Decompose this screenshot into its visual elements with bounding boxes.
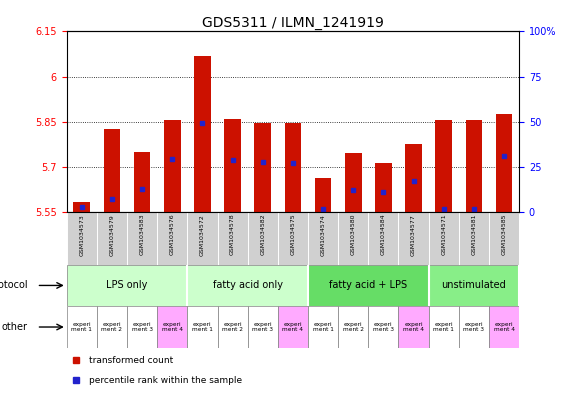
Bar: [375, 163, 392, 212]
Bar: [308, 306, 338, 348]
Text: fatty acid only: fatty acid only: [213, 281, 282, 290]
Bar: [315, 178, 331, 212]
Text: experi
ment 3: experi ment 3: [132, 321, 153, 332]
Bar: [308, 264, 429, 306]
Text: GSM1034581: GSM1034581: [472, 214, 476, 255]
Text: experi
ment 1: experi ment 1: [192, 321, 213, 332]
Bar: [429, 264, 519, 306]
Bar: [459, 306, 489, 348]
Text: experi
ment 4: experi ment 4: [494, 321, 514, 332]
Text: fatty acid + LPS: fatty acid + LPS: [329, 281, 407, 290]
Bar: [74, 202, 90, 212]
Bar: [338, 306, 368, 348]
Text: percentile rank within the sample: percentile rank within the sample: [89, 376, 242, 385]
Text: other: other: [2, 322, 27, 332]
Bar: [255, 123, 271, 212]
Text: experi
ment 4: experi ment 4: [282, 321, 303, 332]
Bar: [157, 306, 187, 348]
Text: experi
ment 2: experi ment 2: [102, 321, 122, 332]
Text: experi
ment 1: experi ment 1: [71, 321, 92, 332]
Text: GSM1034579: GSM1034579: [110, 214, 114, 255]
Text: GSM1034574: GSM1034574: [321, 214, 325, 255]
Text: GSM1034573: GSM1034573: [79, 214, 84, 255]
Bar: [224, 119, 241, 212]
Text: experi
ment 4: experi ment 4: [162, 321, 183, 332]
Bar: [67, 264, 187, 306]
Text: GSM1034572: GSM1034572: [200, 214, 205, 255]
Title: GDS5311 / ILMN_1241919: GDS5311 / ILMN_1241919: [202, 17, 384, 30]
Text: GSM1034585: GSM1034585: [502, 214, 506, 255]
Bar: [398, 306, 429, 348]
Bar: [368, 306, 398, 348]
Text: experi
ment 3: experi ment 3: [463, 321, 484, 332]
Text: GSM1034571: GSM1034571: [441, 214, 446, 255]
Text: experi
ment 3: experi ment 3: [252, 321, 273, 332]
Bar: [489, 306, 519, 348]
Bar: [194, 55, 211, 212]
Text: experi
ment 3: experi ment 3: [373, 321, 394, 332]
Bar: [127, 306, 157, 348]
Text: transformed count: transformed count: [89, 356, 173, 365]
Bar: [164, 120, 180, 212]
Bar: [436, 120, 452, 212]
Text: GSM1034583: GSM1034583: [140, 214, 144, 255]
Text: experi
ment 4: experi ment 4: [403, 321, 424, 332]
Bar: [278, 306, 308, 348]
Bar: [429, 306, 459, 348]
Bar: [345, 153, 361, 212]
Text: GSM1034577: GSM1034577: [411, 214, 416, 255]
Bar: [67, 306, 97, 348]
Bar: [97, 306, 127, 348]
Text: GSM1034576: GSM1034576: [170, 214, 175, 255]
Bar: [405, 144, 422, 212]
Bar: [285, 123, 301, 212]
Text: unstimulated: unstimulated: [441, 281, 506, 290]
Text: GSM1034580: GSM1034580: [351, 214, 356, 255]
Text: GSM1034584: GSM1034584: [381, 214, 386, 255]
Bar: [466, 120, 482, 212]
Text: LPS only: LPS only: [106, 281, 148, 290]
Bar: [218, 306, 248, 348]
Text: experi
ment 1: experi ment 1: [313, 321, 333, 332]
Bar: [496, 114, 512, 212]
Bar: [187, 264, 308, 306]
Text: experi
ment 1: experi ment 1: [433, 321, 454, 332]
Bar: [104, 129, 120, 212]
Text: protocol: protocol: [0, 281, 27, 290]
Text: GSM1034578: GSM1034578: [230, 214, 235, 255]
Bar: [248, 306, 278, 348]
Text: GSM1034575: GSM1034575: [291, 214, 295, 255]
Text: GSM1034582: GSM1034582: [260, 214, 265, 255]
Text: experi
ment 2: experi ment 2: [343, 321, 364, 332]
Text: experi
ment 2: experi ment 2: [222, 321, 243, 332]
Bar: [187, 306, 218, 348]
Bar: [134, 152, 150, 212]
